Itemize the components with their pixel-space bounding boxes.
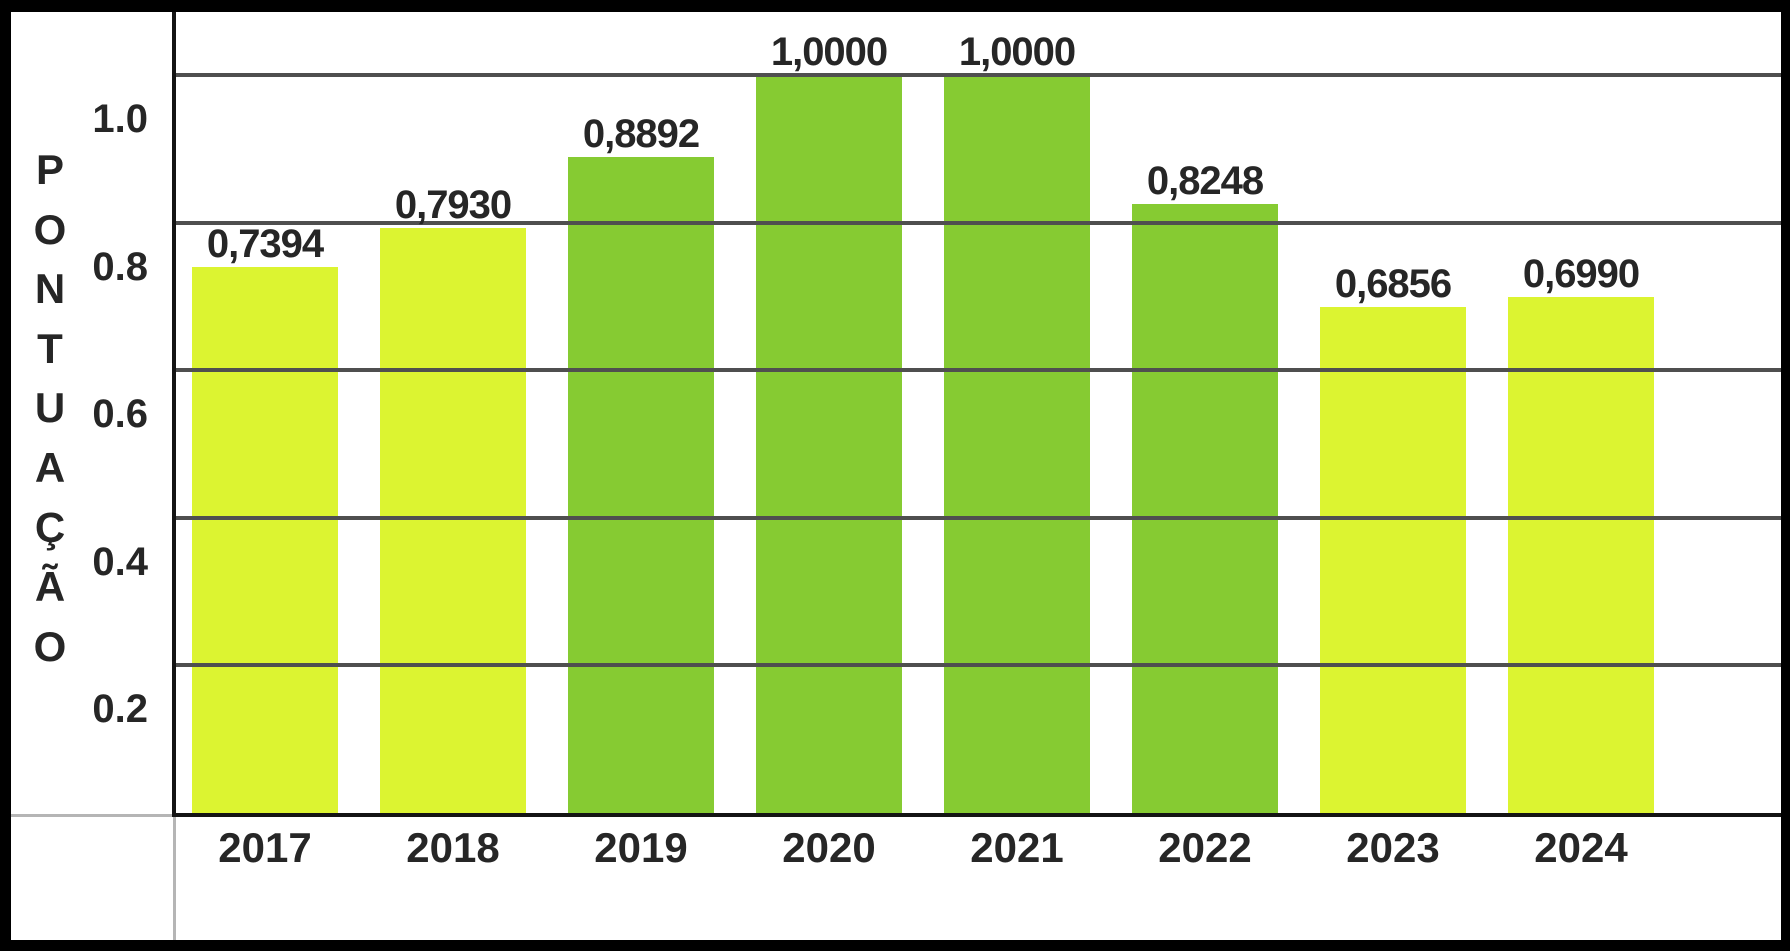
y-axis-title-letter: N <box>34 265 66 313</box>
bar-2024 <box>1508 297 1654 813</box>
gridline-y-1.0 <box>176 73 1781 77</box>
bar-value-label: 1,0000 <box>770 30 888 74</box>
bar-2021 <box>944 75 1090 813</box>
x-axis-label-2024: 2024 <box>1534 824 1628 871</box>
x-axis-extension-line <box>11 814 176 817</box>
y-axis-title-letter: Ã <box>34 563 66 611</box>
gridline-y-0.2 <box>176 663 1781 668</box>
x-axis-label-2022: 2022 <box>1158 824 1252 871</box>
bar-value-label: 0,7394 <box>206 222 324 267</box>
bar-value-label: 0,6990 <box>1522 252 1640 297</box>
x-axis-label-2018: 2018 <box>406 824 500 871</box>
bar-value-label: 0,6856 <box>1334 262 1452 307</box>
bar-2022 <box>1132 204 1278 813</box>
x-axis-label-2020: 2020 <box>782 824 876 871</box>
y-tick-label: 1.0 <box>92 97 148 141</box>
y-axis-title-letter: A <box>34 444 66 491</box>
bar-value-label: 0,8248 <box>1146 159 1264 204</box>
bar-2018 <box>380 227 526 813</box>
y-axis-title-letter: O <box>33 205 67 253</box>
y-axis-title-letter: P <box>35 146 64 193</box>
x-axis-label-2019: 2019 <box>594 824 688 871</box>
bar-value-label: 0,7930 <box>394 182 512 227</box>
bar-value-label: 0,8892 <box>582 111 700 156</box>
bar-value-label: 1,0000 <box>958 30 1076 74</box>
x-axis-label-2021: 2021 <box>970 824 1064 871</box>
x-axis-label-2017: 2017 <box>218 824 312 871</box>
y-axis-line <box>172 12 176 817</box>
y-tick-label: 0.2 <box>92 687 148 732</box>
y-tick-label: 0.8 <box>92 244 148 289</box>
y-tick-label: 0.6 <box>92 392 148 437</box>
gridline-y-0.6 <box>176 368 1781 373</box>
bar-2020 <box>756 75 902 813</box>
y-axis-title-letter: T <box>37 324 63 372</box>
bar-2023 <box>1320 307 1466 813</box>
x-axis-line <box>176 813 1781 817</box>
bar-2019 <box>568 156 714 813</box>
y-axis-title-letter: O <box>33 622 67 670</box>
bar-2017 <box>192 267 338 813</box>
y-axis-title-letter: Ç <box>34 503 66 551</box>
gridline-y-0.8 <box>176 220 1781 225</box>
y-axis-extension-line <box>173 817 176 940</box>
x-axis-label-2023: 2023 <box>1346 824 1440 871</box>
y-tick-label: 0.4 <box>92 539 148 584</box>
gridline-y-0.4 <box>176 515 1781 520</box>
y-axis-title-letter: U <box>34 384 66 432</box>
